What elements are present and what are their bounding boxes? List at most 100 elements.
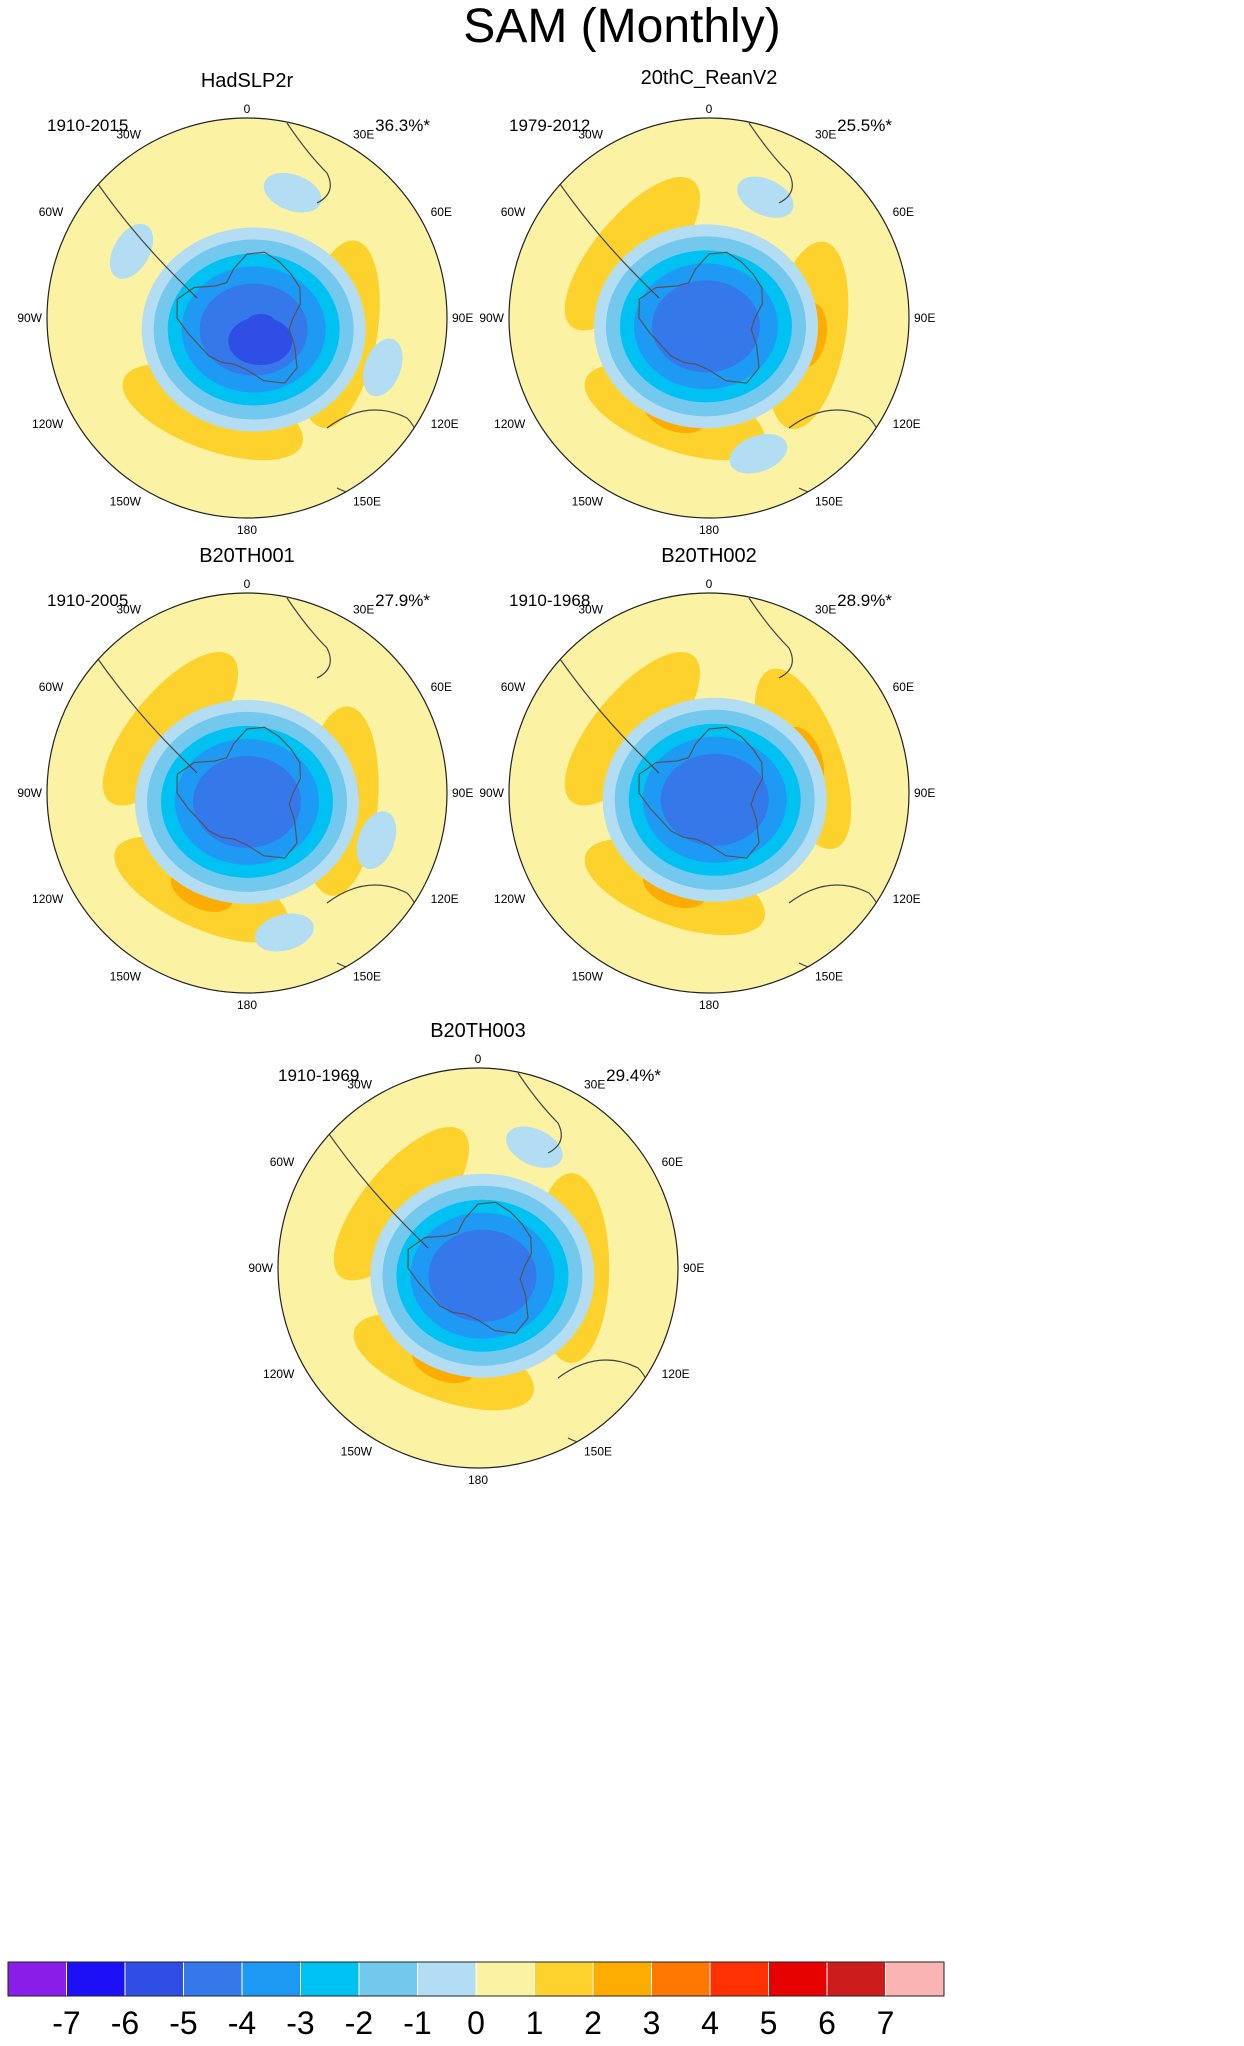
south-america-coastline — [548, 642, 660, 774]
vortex-core — [228, 317, 293, 366]
meridian-label: 0 — [706, 102, 713, 116]
panel-variance: 25.5%* — [837, 116, 892, 135]
meridian-label: 60W — [501, 680, 526, 694]
colorbar-swatch — [475, 1961, 535, 1997]
contour-field — [86, 122, 421, 497]
positive-lobe — [564, 651, 701, 806]
meridian-label: 30W — [116, 127, 141, 141]
colorbar-tick-label: 3 — [643, 2005, 661, 2041]
meridian-label: 150E — [353, 495, 381, 509]
map-border — [277, 1067, 679, 1469]
colorbar-swatch — [826, 1961, 886, 1997]
map-panels: HadSLP2r 1910-2015 36.3%* 0 30E 60E 90E 120E 150… — [17, 67, 935, 1487]
meridian-label: 120W — [494, 892, 526, 906]
antarctica-coastline — [176, 251, 302, 384]
colorbar-swatch — [300, 1961, 360, 1997]
meridian-label: 60E — [662, 1155, 683, 1169]
positive-lobe — [333, 1126, 470, 1281]
map-border — [508, 592, 910, 994]
antarctica-coastline — [407, 1201, 533, 1334]
vortex-minimum — [247, 314, 275, 330]
meridian-label: 120E — [893, 417, 921, 431]
meridian-label: 0 — [475, 1052, 482, 1066]
colorbar-tick-label: -1 — [403, 2005, 431, 2041]
meridian-label: 150W — [341, 1445, 373, 1459]
africa-coastline — [517, 1072, 562, 1154]
map-panel-b20th002: B20TH002 1910-1968 28.9%* 0 30E 60E 90E 120E 150… — [479, 545, 935, 1012]
africa-coastline — [286, 122, 331, 204]
meridian-label: 120E — [662, 1367, 690, 1381]
panel-years: 1910-1968 — [509, 591, 590, 610]
meridian-label: 90E — [452, 786, 473, 800]
contour-field — [548, 122, 883, 497]
colorbar-swatch — [534, 1961, 594, 1997]
meridian-label: 30W — [347, 1077, 372, 1091]
colorbar-tick-label: 4 — [701, 2005, 719, 2041]
antarctica-coastline — [176, 726, 302, 859]
map-panel-20thc_reanv2: 20thC_ReanV2 1979-2012 25.5%* 0 30E 60E 90E 120… — [479, 67, 935, 537]
meridian-label: 30E — [815, 127, 836, 141]
meridian-label: 120W — [32, 892, 64, 906]
south-america-coastline — [86, 642, 198, 774]
negative-patch — [362, 338, 403, 397]
vortex-core — [454, 1259, 519, 1308]
vortex-core — [215, 786, 279, 835]
meridian-label: 60W — [39, 205, 64, 219]
meridian-label: 120W — [263, 1367, 295, 1381]
map-border — [46, 592, 448, 994]
meridian-label: 30E — [353, 127, 374, 141]
south-america-coastline — [86, 167, 198, 299]
meridian-label: 90W — [17, 311, 42, 325]
meridian-label: 60W — [501, 205, 526, 219]
negative-patch — [506, 1126, 563, 1168]
meridian-label: 150E — [815, 970, 843, 984]
meridian-label: 30W — [578, 602, 603, 616]
colorbar-swatch — [768, 1961, 828, 1997]
meridian-label: 180 — [699, 523, 719, 537]
negative-patch — [255, 913, 314, 952]
colorbar-tick-label: 6 — [818, 2005, 836, 2041]
panel-variance: 28.9%* — [837, 591, 892, 610]
meridian-label: 0 — [244, 102, 251, 116]
colorbar-swatch — [7, 1961, 67, 1997]
colorbar-tick-label: -4 — [228, 2005, 256, 2041]
meridian-label: 90W — [248, 1261, 273, 1275]
panel-years: 1910-1969 — [278, 1066, 359, 1085]
colorbar-swatch — [592, 1961, 652, 1997]
meridian-label: 90E — [914, 786, 935, 800]
panel-title: B20TH003 — [430, 1020, 526, 1042]
meridian-label: 30E — [584, 1077, 605, 1091]
meridian-label: 150W — [572, 970, 604, 984]
meridian-label: 60E — [893, 205, 914, 219]
colorbar-tick-label: 7 — [877, 2005, 895, 2041]
meridian-label: 90E — [452, 311, 473, 325]
africa-coastline — [286, 597, 331, 679]
negative-patch — [109, 223, 154, 279]
meridian-label: 150W — [110, 495, 142, 509]
colorbar-swatch — [124, 1961, 184, 1997]
meridian-label: 120W — [494, 417, 526, 431]
meridian-label: 180 — [237, 523, 257, 537]
meridian-label: 90W — [479, 786, 504, 800]
panel-variance: 27.9%* — [375, 591, 430, 610]
colorbar-tick-label: -2 — [345, 2005, 373, 2041]
meridian-label: 150W — [110, 970, 142, 984]
meridian-label: 90E — [683, 1261, 704, 1275]
colorbar-tick-label: -5 — [169, 2005, 197, 2041]
meridian-label: 180 — [468, 1473, 488, 1487]
south-america-coastline — [317, 1117, 429, 1249]
colorbar: -7 -6 -5 -4 -3 -2 -1 0 1 2 3 4 5 6 7 — [7, 1961, 945, 2041]
meridian-label: 30W — [116, 602, 141, 616]
colorbar-tick-label: 2 — [584, 2005, 602, 2041]
panel-variance: 36.3%* — [375, 116, 430, 135]
meridian-label: 120E — [431, 417, 459, 431]
meridian-label: 150E — [584, 1445, 612, 1459]
contour-field — [86, 597, 421, 972]
figure-title: SAM (Monthly) — [463, 0, 780, 53]
meridian-label: 60W — [270, 1155, 295, 1169]
meridian-label: 120W — [32, 417, 64, 431]
negative-patch — [737, 176, 794, 218]
panel-title: HadSLP2r — [201, 70, 294, 92]
colorbar-tick-label: -3 — [286, 2005, 314, 2041]
